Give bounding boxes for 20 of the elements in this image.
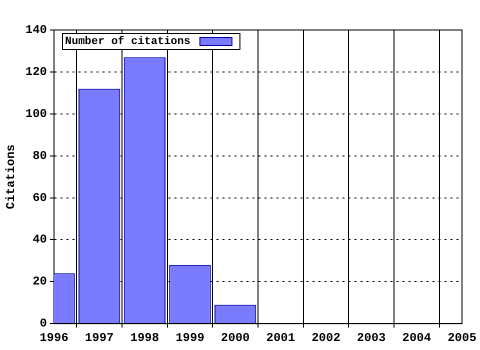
x-tick-label: 2000 [220,330,250,345]
x-tick-label: 1999 [176,330,204,345]
x-tick-label: 1997 [84,330,114,345]
y-tick-label: 80 [32,148,48,163]
y-tick-label: 20 [32,274,48,289]
x-tick-label: 1998 [130,330,160,345]
y-tick-label: 100 [25,106,48,121]
y-tick-label: 40 [32,232,48,247]
x-tick-label: 2002 [312,330,340,345]
x-tick-label: 2003 [356,330,386,345]
y-tick-label: 60 [32,190,48,205]
y-tick-label: 120 [25,64,48,79]
x-tick-label: 2004 [402,330,432,345]
y-tick-label: 0 [40,316,48,331]
y-tick-label: 140 [25,23,48,38]
y-axis-title: Citations [4,144,18,210]
x-tick-label: 1996 [40,330,68,345]
x-tick-label: 2001 [266,330,296,345]
legend-label: Number of citations [65,34,190,48]
x-tick-label: 2005 [448,330,476,345]
